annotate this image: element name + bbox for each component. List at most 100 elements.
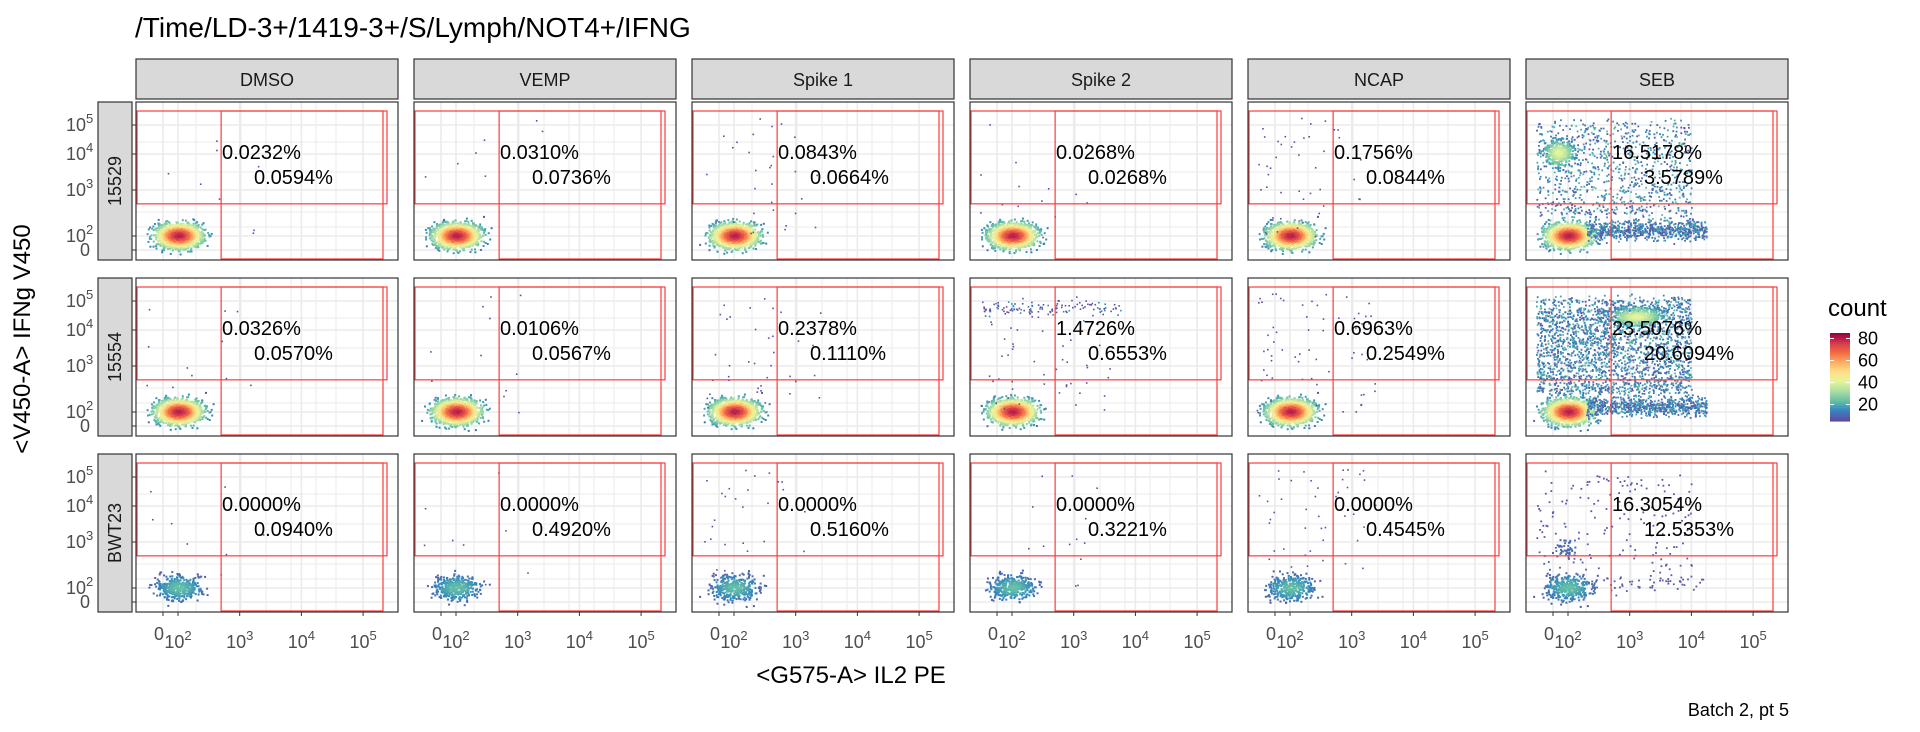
event-dot [464, 231, 467, 234]
event-dot [182, 224, 185, 226]
event-dot [438, 249, 441, 252]
event-dot [794, 136, 796, 138]
event-dot [193, 231, 196, 234]
event-dot [172, 249, 174, 252]
event-dot [770, 164, 773, 167]
event-dot [431, 236, 434, 239]
event-dot [728, 247, 731, 250]
event-dot [463, 232, 466, 235]
event-dot [472, 225, 474, 228]
event-dot [715, 242, 718, 245]
event-dot [431, 240, 434, 243]
event-dot [713, 239, 716, 242]
event-dot [425, 236, 427, 239]
event-dot [464, 233, 467, 236]
event-dot [162, 245, 165, 248]
event-dot [189, 250, 192, 253]
event-dot [441, 246, 444, 249]
event-dot [743, 244, 746, 247]
event-dot [167, 172, 170, 175]
event-dot [455, 233, 458, 236]
event-dot [192, 239, 194, 242]
event-dot [800, 198, 803, 200]
event-dot [471, 241, 474, 244]
event-dot [181, 234, 184, 237]
event-dot [158, 225, 161, 228]
event-dot [446, 236, 448, 239]
facet-panel: 0.0268%0.0268% [969, 101, 1233, 261]
event-dot [732, 229, 734, 232]
event-dot [454, 219, 457, 222]
event-dot [721, 236, 724, 239]
event-dot [467, 223, 470, 225]
event-dot [455, 227, 458, 230]
event-dot [474, 236, 477, 238]
event-dot [461, 240, 464, 243]
event-dot [190, 239, 192, 242]
event-dot [191, 243, 194, 246]
event-dot [186, 240, 188, 243]
event-dot [473, 237, 476, 240]
event-dot [434, 242, 437, 245]
event-dot [442, 243, 445, 246]
event-dot [201, 239, 204, 242]
event-dot [430, 236, 433, 239]
event-dot [173, 243, 176, 245]
event-dot [430, 229, 433, 232]
event-dot [766, 231, 769, 234]
event-dot [749, 244, 752, 247]
event-dot [168, 236, 171, 239]
event-dot [182, 241, 185, 244]
event-dot [170, 224, 173, 227]
event-dot [729, 221, 732, 224]
event-dot [194, 239, 197, 242]
event-dot [439, 223, 442, 226]
event-dot [196, 243, 199, 246]
event-dot [445, 234, 448, 237]
event-dot [744, 234, 747, 237]
event-dot [433, 221, 436, 224]
event-dot [718, 226, 721, 229]
event-dot [462, 244, 465, 247]
event-dot [754, 187, 756, 190]
event-dot [477, 244, 480, 247]
event-dot [199, 242, 202, 245]
event-dot [194, 245, 197, 248]
event-dot [749, 236, 752, 239]
event-dot [721, 231, 724, 234]
event-dot [179, 236, 182, 238]
event-dot [449, 238, 452, 241]
event-dot [475, 243, 478, 246]
event-dot [476, 230, 479, 233]
event-dot [465, 244, 468, 247]
event-dot [176, 242, 179, 245]
event-dot [440, 239, 443, 242]
event-dot [171, 226, 174, 229]
event-dot [169, 241, 172, 244]
event-dot [159, 231, 162, 234]
event-dot [724, 249, 727, 252]
event-dot [196, 239, 199, 242]
event-dot [200, 238, 203, 241]
facet-panel: 0.0232%0.0594% [135, 101, 399, 261]
event-dot [463, 229, 466, 232]
event-dot [754, 228, 757, 231]
event-dot [455, 226, 458, 228]
event-dot [162, 233, 165, 236]
event-dot [180, 223, 183, 225]
event-dot [175, 248, 178, 250]
event-dot [438, 240, 440, 243]
event-dot [430, 239, 433, 242]
event-dot [753, 212, 755, 215]
event-dot [464, 228, 467, 231]
event-dot [723, 252, 726, 255]
event-dot [471, 238, 474, 241]
event-dot [440, 229, 443, 232]
event-dot [480, 228, 483, 231]
event-dot [785, 225, 787, 227]
event-dot [478, 237, 481, 240]
event-dot [203, 233, 206, 236]
event-dot [723, 241, 725, 244]
event-dot [751, 225, 754, 228]
event-dot [448, 243, 450, 246]
